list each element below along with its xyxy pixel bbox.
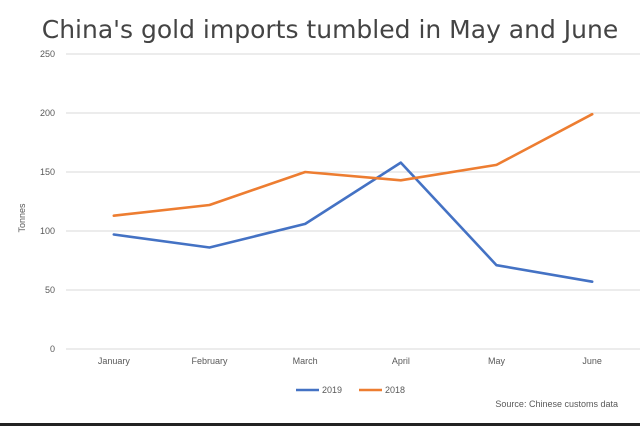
series-line-2018 (112, 112, 594, 217)
y-axis-label: Tonnes (17, 203, 27, 233)
chart-title: China's gold imports tumbled in May and … (42, 15, 619, 44)
source-note: Source: Chinese customs data (495, 399, 618, 409)
bottom-border (0, 423, 640, 426)
y-tick-label: 200 (40, 108, 55, 118)
x-axis-ticks: January February March April May June (98, 356, 602, 366)
y-tick-label: 250 (40, 49, 55, 59)
x-tick-label: January (98, 356, 131, 366)
series-line-2019 (112, 161, 594, 284)
x-tick-label: February (191, 356, 228, 366)
legend-label-2019: 2019 (322, 385, 342, 395)
gridlines (66, 53, 640, 350)
y-axis-ticks: 0 50 100 150 200 250 (40, 49, 55, 354)
legend-label-2018: 2018 (385, 385, 405, 395)
x-tick-label: April (392, 356, 410, 366)
x-tick-label: June (582, 356, 602, 366)
legend: 2019 2018 (296, 385, 405, 395)
series-lines (112, 112, 594, 284)
y-tick-label: 0 (50, 344, 55, 354)
x-tick-label: May (488, 356, 506, 366)
y-tick-label: 100 (40, 226, 55, 236)
x-tick-label: March (293, 356, 318, 366)
y-tick-label: 150 (40, 167, 55, 177)
y-tick-label: 50 (45, 285, 55, 295)
